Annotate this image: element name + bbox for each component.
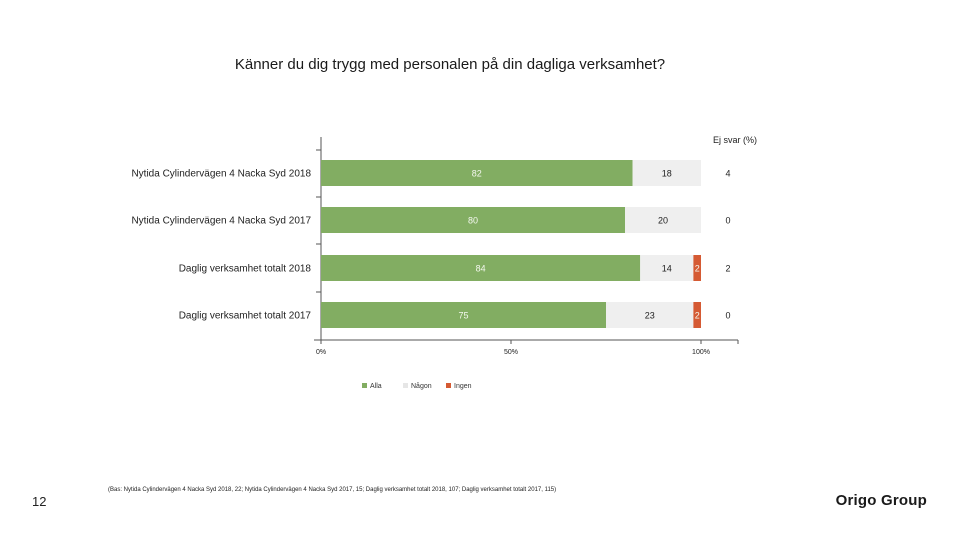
bar-alla (321, 207, 625, 233)
extra-column-value: 2 (725, 264, 730, 274)
data-label: 2 (695, 311, 700, 321)
category-label: Daglig verksamhet totalt 2017 (179, 311, 312, 322)
x-tick-label: 0% (316, 349, 326, 356)
extra-column-value: 0 (725, 311, 730, 321)
footnote: (Bas: Nytida Cylindervägen 4 Nacka Syd 2… (108, 487, 557, 493)
bar-alla (321, 302, 606, 328)
x-tick-label: 100% (692, 349, 710, 356)
bar-ingen (693, 255, 701, 281)
data-label: 80 (468, 216, 478, 226)
data-label: 2 (695, 264, 700, 274)
category-label: Nytida Cylindervägen 4 Nacka Syd 2018 (131, 169, 311, 180)
legend-swatch (362, 383, 367, 388)
category-label: Daglig verksamhet totalt 2018 (179, 264, 312, 275)
bar-nagon (640, 255, 694, 281)
data-label: 23 (645, 311, 655, 321)
bar-nagon (632, 160, 701, 186)
legend-label: Alla (370, 383, 382, 390)
extra-column-value: 4 (725, 169, 730, 179)
bar-alla (321, 255, 641, 281)
chart-title: Känner du dig trygg med personalen på di… (234, 56, 666, 73)
legend-swatch (446, 383, 451, 388)
legend-label: Ingen (454, 383, 472, 390)
bar-nagon (606, 302, 694, 328)
brand-logo-text: Origo Group (835, 492, 927, 509)
bar-ingen (693, 302, 701, 328)
x-tick-label: 50% (504, 349, 518, 356)
data-label: 18 (662, 169, 672, 179)
legend-swatch (403, 383, 408, 388)
data-label: 84 (476, 264, 486, 274)
data-label: 82 (472, 169, 482, 179)
data-label: 14 (662, 264, 672, 274)
bar-alla (321, 160, 633, 186)
category-label: Nytida Cylindervägen 4 Nacka Syd 2017 (131, 216, 311, 227)
page-number: 12 (32, 494, 47, 509)
data-label: 20 (658, 216, 668, 226)
extra-column-value: 0 (725, 216, 730, 226)
legend-label: Någon (411, 382, 432, 390)
bar-nagon (625, 207, 701, 233)
data-label: 75 (458, 311, 468, 321)
extra-column-header: Ej svar (%) (713, 135, 757, 145)
